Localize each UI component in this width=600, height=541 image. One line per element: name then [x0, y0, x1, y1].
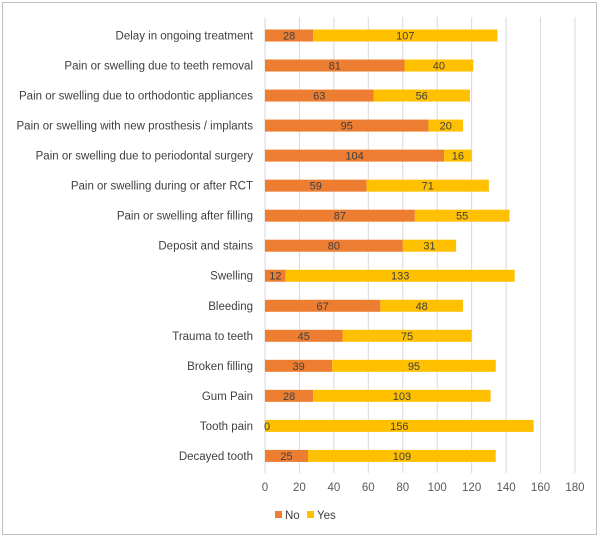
category-label: Pain or swelling due to orthodontic appl… [19, 91, 253, 103]
data-label-yes: 20 [440, 121, 452, 133]
x-tick-label: 180 [565, 482, 584, 494]
data-label-yes: 71 [422, 181, 434, 193]
bar-no [265, 179, 367, 192]
data-label-yes: 109 [393, 451, 411, 463]
bar-yes [402, 239, 457, 252]
data-label-no: 67 [317, 301, 329, 313]
data-label-yes: 107 [396, 31, 414, 43]
data-label-yes: 156 [390, 421, 408, 433]
bar-yes [366, 179, 489, 192]
data-label-no: 87 [334, 211, 346, 223]
data-label-yes: 75 [401, 331, 413, 343]
stacked-bar-chart: 28 107 81 40 63 56 95 20 104 16 59 71 87 55 80 31 12 133 6… [17, 17, 585, 522]
data-label-no: 45 [298, 331, 310, 343]
category-label: Broken filling [187, 361, 253, 373]
category-label: Pain or swelling due to periodontal surg… [36, 151, 254, 163]
data-label-no: 28 [283, 391, 295, 403]
category-label: Bleeding [208, 301, 253, 313]
bar-no [265, 29, 314, 42]
x-tick-label: 0 [262, 482, 268, 494]
data-label-no: 28 [283, 31, 295, 43]
bar-no [265, 389, 314, 402]
data-label-no: 80 [328, 241, 340, 253]
category-label: Delay in ongoing treatment [116, 31, 254, 43]
category-label: Swelling [210, 271, 253, 283]
bar-yes [313, 29, 498, 42]
data-label-yes: 95 [408, 361, 420, 373]
data-label-yes: 16 [452, 151, 464, 163]
x-tick-label: 40 [327, 482, 340, 494]
bar-yes [380, 299, 464, 312]
legend-label-yes: Yes [317, 510, 336, 522]
category-label: Pain or swelling with new prosthesis / i… [17, 121, 254, 133]
bar-no [265, 449, 309, 462]
legend-swatch-no [275, 511, 282, 518]
data-label-no: 63 [313, 91, 325, 103]
bar-yes [373, 89, 470, 102]
category-label: Pain or swelling during or after RCT [71, 181, 253, 193]
data-label-yes: 55 [456, 211, 468, 223]
chart-frame: 28 107 81 40 63 56 95 20 104 16 59 71 87 55 80 31 12 133 6… [2, 2, 597, 535]
bar-yes [313, 389, 491, 402]
bar-no [265, 89, 374, 102]
data-label-no: 81 [329, 61, 341, 73]
legend-label-no: No [285, 510, 300, 522]
category-label: Pain or swelling after filling [117, 211, 253, 223]
data-label-yes: 31 [423, 241, 435, 253]
bars [265, 29, 534, 462]
data-label-no: 39 [292, 361, 304, 373]
category-label: Pain or swelling due to teeth removal [64, 61, 253, 73]
x-tick-label: 100 [428, 482, 447, 494]
bar-yes [444, 149, 472, 162]
data-label-no: 95 [341, 121, 353, 133]
bar-no [265, 269, 286, 282]
bar-yes [414, 209, 510, 222]
category-label: Deposit and stains [158, 241, 253, 253]
data-label-yes: 48 [416, 301, 428, 313]
x-axis-ticks: 0 20 40 60 80 100 120 140 160 180 [262, 482, 585, 494]
category-label: Decayed tooth [179, 451, 253, 463]
x-tick-label: 140 [496, 482, 515, 494]
category-label: Gum Pain [202, 391, 253, 403]
category-labels: Delay in ongoing treatment Pain or swelli… [17, 31, 254, 463]
bar-no [265, 59, 405, 72]
x-tick-label: 20 [293, 482, 306, 494]
category-label: Tooth pain [200, 421, 253, 433]
bar-yes [342, 329, 472, 342]
data-label-yes: 40 [433, 61, 445, 73]
bar-yes [285, 269, 515, 282]
bar-yes [265, 419, 534, 432]
category-label: Trauma to teeth [172, 331, 253, 343]
bar-no [265, 299, 381, 312]
bar-no [265, 119, 429, 132]
bar-yes [428, 119, 464, 132]
x-tick-label: 120 [462, 482, 481, 494]
x-tick-label: 80 [396, 482, 409, 494]
data-label-no: 59 [310, 181, 322, 193]
data-label-yes: 133 [391, 271, 409, 283]
data-label-yes: 56 [416, 91, 428, 103]
data-label-no: 12 [269, 271, 281, 283]
bar-no [265, 149, 445, 162]
data-label-no: 0 [264, 421, 270, 433]
bar-no [265, 329, 343, 342]
bar-no [265, 239, 403, 252]
data-labels: 28 107 81 40 63 56 95 20 104 16 59 71 87 55 80 31 12 133 6… [264, 31, 468, 463]
data-label-no: 25 [280, 451, 292, 463]
bar-no [265, 209, 415, 222]
bar-yes [404, 59, 474, 72]
data-label-yes: 103 [393, 391, 411, 403]
bar-no [265, 359, 333, 372]
bar-yes [308, 449, 496, 462]
legend-swatch-yes [307, 511, 314, 518]
data-label-no: 104 [345, 151, 363, 163]
legend: No Yes [275, 510, 336, 522]
bar-yes [332, 359, 496, 372]
x-tick-label: 160 [531, 482, 550, 494]
x-tick-label: 60 [362, 482, 375, 494]
